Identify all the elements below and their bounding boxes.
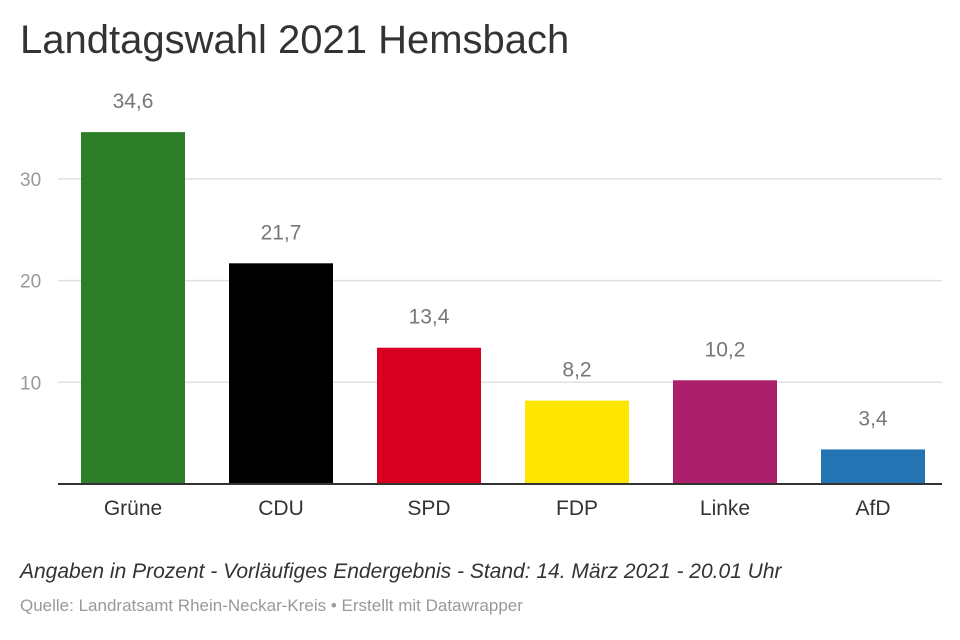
bar: [229, 263, 333, 484]
value-label: 13,4: [409, 306, 450, 329]
value-label: 10,2: [705, 338, 746, 361]
category-label: Grüne: [104, 497, 162, 520]
y-tick-label: 20: [20, 272, 41, 293]
value-label: 21,7: [261, 221, 302, 244]
category-label: CDU: [258, 497, 304, 520]
bar: [525, 400, 629, 484]
value-labels: 34,6 21,7 13,4 8,2 10,2 3,4: [113, 90, 888, 430]
category-label: AfD: [855, 497, 890, 520]
gridlines: [58, 178, 942, 384]
value-label: 3,4: [858, 407, 888, 430]
chart-notes: Angaben in Prozent - Vorläufiges Enderge…: [20, 560, 782, 583]
bar: [673, 380, 777, 484]
y-tick-label: 30: [20, 170, 41, 191]
category-label: SPD: [407, 497, 450, 520]
chart-source: Quelle: Landratsamt Rhein-Neckar-Kreis •…: [20, 596, 523, 615]
y-tick-label: 10: [20, 373, 41, 394]
bar-chart: 10 20 30 34,6 21,7 13,4 8,2 10,2 3,4 Grüne CDU SP…: [20, 90, 942, 520]
bars: [81, 132, 925, 485]
value-label: 34,6: [113, 90, 154, 113]
category-label: Linke: [700, 497, 750, 520]
category-label: FDP: [556, 497, 598, 520]
chart-title: Landtagswahl 2021 Hemsbach: [20, 18, 570, 62]
y-axis-ticks: 10 20 30: [20, 170, 41, 394]
category-labels: Grüne CDU SPD FDP Linke AfD: [104, 497, 891, 520]
value-label: 8,2: [562, 359, 591, 382]
bar: [81, 132, 185, 485]
bar: [821, 449, 925, 484]
bar: [377, 347, 481, 484]
